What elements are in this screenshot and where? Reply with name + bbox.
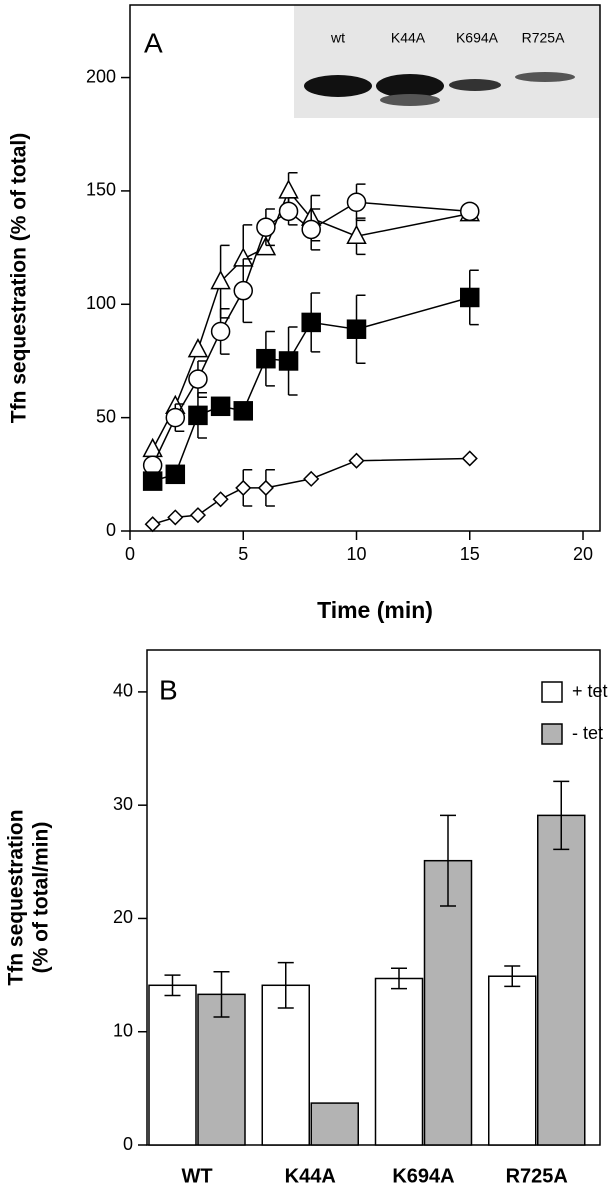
marker bbox=[257, 479, 274, 496]
gel-band bbox=[376, 74, 444, 98]
bar bbox=[310, 1102, 359, 1146]
error-bar bbox=[213, 970, 230, 1018]
inset-label: R725A bbox=[522, 30, 565, 46]
y-tick-label: 40 bbox=[113, 681, 133, 701]
error-bar bbox=[164, 974, 181, 997]
marker bbox=[301, 219, 321, 240]
x-tick-label: 10 bbox=[346, 544, 366, 564]
marker bbox=[346, 192, 367, 212]
fit-line bbox=[152, 296, 470, 482]
marker bbox=[187, 338, 209, 358]
y-axis-label: (% of total/min) bbox=[30, 822, 53, 974]
x-tick-label: K44A bbox=[285, 1165, 336, 1187]
marker bbox=[301, 312, 321, 333]
x-tick-label: 20 bbox=[573, 544, 593, 564]
marker bbox=[346, 224, 367, 245]
inset-label: K694A bbox=[456, 30, 499, 46]
marker bbox=[212, 491, 229, 508]
marker bbox=[303, 470, 320, 487]
y-tick-label: 30 bbox=[113, 794, 133, 814]
x-tick-label: 0 bbox=[125, 544, 135, 564]
marker bbox=[256, 348, 276, 369]
inset-label: wt bbox=[330, 30, 345, 46]
gel-band bbox=[515, 72, 575, 82]
bar bbox=[148, 984, 197, 1146]
x-tick-label: K694A bbox=[392, 1165, 454, 1187]
y-tick-label: 100 bbox=[86, 293, 116, 313]
x-tick-label: WT bbox=[181, 1165, 212, 1187]
y-tick-label: 0 bbox=[123, 1134, 133, 1154]
marker bbox=[278, 179, 299, 199]
error-bar bbox=[553, 780, 570, 851]
marker bbox=[233, 401, 254, 421]
y-axis-label: Tfn sequestration (% of total) bbox=[8, 133, 31, 424]
x-axis-label: Time (min) bbox=[317, 597, 433, 623]
bar bbox=[537, 814, 586, 1146]
error-bar bbox=[440, 814, 456, 907]
y-tick-label: 50 bbox=[96, 406, 116, 426]
panel-label: A bbox=[144, 27, 163, 58]
error-bar bbox=[277, 961, 294, 1009]
legend-swatch bbox=[541, 681, 563, 703]
error-bar bbox=[391, 967, 407, 990]
marker bbox=[210, 321, 231, 342]
marker bbox=[189, 507, 207, 524]
bar bbox=[261, 984, 310, 1146]
marker bbox=[188, 369, 208, 389]
x-tick-label: R725A bbox=[506, 1165, 568, 1187]
y-tick-label: 0 bbox=[106, 520, 116, 540]
plot-frame bbox=[129, 4, 601, 532]
plot-frame bbox=[146, 649, 601, 1146]
marker bbox=[210, 396, 231, 417]
fit-line bbox=[151, 201, 470, 466]
legend-label: - tet bbox=[572, 723, 603, 743]
marker bbox=[233, 280, 254, 301]
gel-band bbox=[304, 75, 372, 97]
y-tick-label: 200 bbox=[86, 66, 116, 86]
legend-swatch bbox=[541, 723, 563, 745]
inset-label: K44A bbox=[391, 30, 426, 46]
marker bbox=[235, 479, 252, 496]
marker bbox=[144, 516, 161, 533]
marker bbox=[167, 509, 184, 526]
marker bbox=[142, 437, 163, 458]
panel-label: B bbox=[159, 674, 178, 705]
marker bbox=[278, 201, 299, 222]
marker bbox=[255, 235, 277, 256]
fit-line bbox=[151, 189, 470, 450]
marker bbox=[165, 407, 186, 428]
y-tick-label: 150 bbox=[86, 180, 116, 200]
marker bbox=[256, 217, 276, 237]
bar bbox=[488, 975, 537, 1146]
x-tick-label: 15 bbox=[460, 544, 480, 564]
y-tick-label: 10 bbox=[113, 1020, 133, 1040]
marker bbox=[460, 201, 480, 222]
marker bbox=[188, 405, 208, 426]
y-axis-label: Tfn sequestration bbox=[5, 809, 28, 985]
legend-label: + tet bbox=[572, 681, 608, 701]
error-bar bbox=[504, 965, 521, 988]
gel-band bbox=[380, 94, 440, 106]
bar bbox=[423, 859, 473, 1146]
marker bbox=[142, 471, 163, 491]
marker bbox=[461, 450, 478, 467]
marker bbox=[346, 319, 367, 339]
bar bbox=[197, 993, 246, 1146]
marker bbox=[278, 351, 299, 371]
marker bbox=[460, 287, 480, 308]
x-tick-label: 5 bbox=[238, 544, 248, 564]
gel-inset bbox=[294, 5, 600, 118]
marker bbox=[165, 464, 186, 485]
marker bbox=[210, 270, 231, 290]
marker bbox=[348, 452, 365, 469]
gel-background bbox=[294, 5, 600, 118]
bar bbox=[374, 977, 424, 1146]
y-tick-label: 20 bbox=[113, 907, 133, 927]
gel-band bbox=[449, 79, 501, 91]
